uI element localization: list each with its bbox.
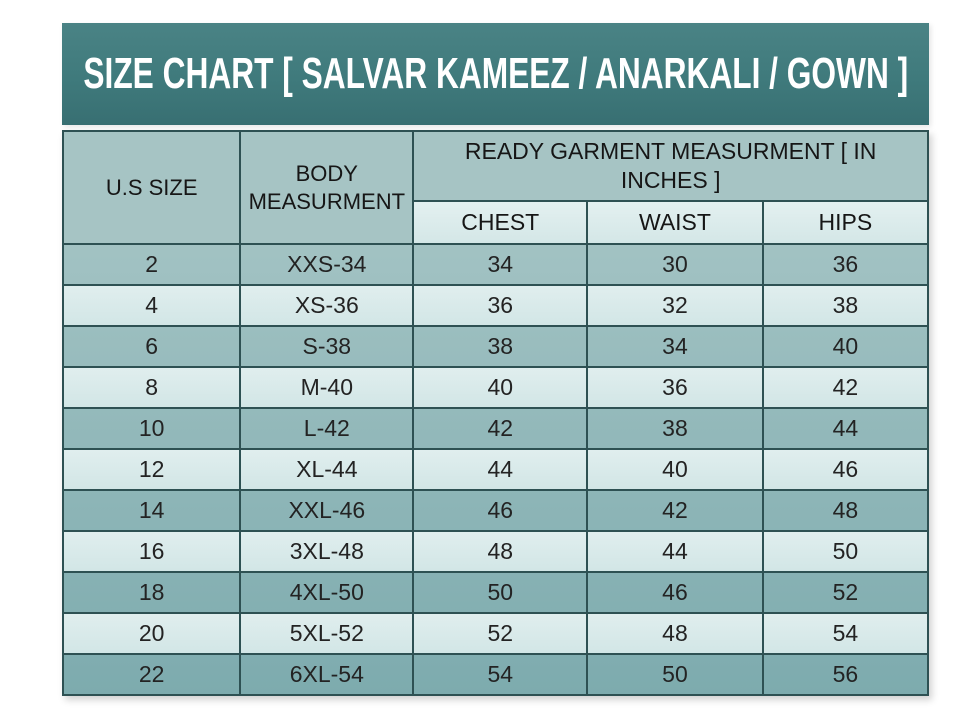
table-cell: 46 [586, 571, 764, 614]
table-cell: 50 [586, 653, 764, 696]
table-cell: 48 [586, 612, 764, 655]
table-cell: 54 [412, 653, 589, 696]
table-cell: 46 [761, 448, 930, 491]
col-header-ready-garment-group: READY GARMENT MEASURMENT [ IN INCHES ] [412, 130, 929, 202]
table-cell: 50 [412, 571, 589, 614]
size-chart: SIZE CHART [ SALVAR KAMEEZ / ANARKALI / … [61, 23, 930, 696]
table-cell: 54 [761, 612, 930, 655]
table-row: 2 XXS-34 34 30 36 [61, 243, 930, 286]
table-cell: 40 [761, 325, 930, 368]
table-cell: 30 [586, 243, 764, 286]
table-cell: 42 [412, 407, 589, 450]
table-header: U.S SIZE BODY MEASURMENT READY GARMENT M… [61, 130, 930, 245]
chart-title-band: SIZE CHART [ SALVAR KAMEEZ / ANARKALI / … [62, 23, 929, 125]
table-cell: 56 [761, 653, 930, 696]
table-cell: 48 [412, 530, 589, 573]
table-cell: L-42 [239, 407, 415, 450]
table-cell: 40 [586, 448, 764, 491]
table-cell: 14 [61, 489, 242, 532]
col-header-us-size: U.S SIZE [61, 130, 242, 245]
table-cell: 50 [761, 530, 930, 573]
table-row: 8 M-40 40 36 42 [61, 366, 930, 409]
table-row: 10 L-42 42 38 44 [61, 407, 930, 450]
table-row: 6 S-38 38 34 40 [61, 325, 930, 368]
table-cell: 40 [412, 366, 589, 409]
table-row: 14 XXL-46 46 42 48 [61, 489, 930, 532]
table-cell: 12 [61, 448, 242, 491]
chart-title: SIZE CHART [ SALVAR KAMEEZ / ANARKALI / … [83, 49, 908, 98]
table-row: 20 5XL-52 52 48 54 [61, 612, 930, 655]
table-cell: 4XL-50 [239, 571, 415, 614]
table-cell: 34 [586, 325, 764, 368]
table-cell: 46 [412, 489, 589, 532]
table-cell: 36 [586, 366, 764, 409]
size-table: U.S SIZE BODY MEASURMENT READY GARMENT M… [61, 130, 930, 696]
table-cell: 44 [761, 407, 930, 450]
table-cell: 48 [761, 489, 930, 532]
col-header-waist: WAIST [586, 200, 764, 245]
table-cell: 38 [412, 325, 589, 368]
table-cell: XS-36 [239, 284, 415, 327]
table-cell: 2 [61, 243, 242, 286]
table-cell: 42 [761, 366, 930, 409]
table-cell: 3XL-48 [239, 530, 415, 573]
table-cell: 6 [61, 325, 242, 368]
table-cell: XL-44 [239, 448, 415, 491]
table-cell: 6XL-54 [239, 653, 415, 696]
table-cell: XXL-46 [239, 489, 415, 532]
table-cell: 44 [412, 448, 589, 491]
table-cell: S-38 [239, 325, 415, 368]
table-cell: 52 [412, 612, 589, 655]
table-body: 2 XXS-34 34 30 36 4 XS-36 36 32 38 6 S-38 38 34 40 8 M-4… [61, 243, 930, 696]
table-cell: M-40 [239, 366, 415, 409]
col-header-body-measurement: BODY MEASURMENT [239, 130, 415, 245]
table-cell: 44 [586, 530, 764, 573]
table-cell: XXS-34 [239, 243, 415, 286]
table-cell: 16 [61, 530, 242, 573]
table-cell: 38 [586, 407, 764, 450]
table-cell: 4 [61, 284, 242, 327]
table-cell: 5XL-52 [239, 612, 415, 655]
table-cell: 38 [761, 284, 930, 327]
table-cell: 36 [761, 243, 930, 286]
table-cell: 36 [412, 284, 589, 327]
table-cell: 22 [61, 653, 242, 696]
table-cell: 52 [761, 571, 930, 614]
table-row: 18 4XL-50 50 46 52 [61, 571, 930, 614]
table-row: 4 XS-36 36 32 38 [61, 284, 930, 327]
table-row: 12 XL-44 44 40 46 [61, 448, 930, 491]
table-cell: 8 [61, 366, 242, 409]
table-cell: 42 [586, 489, 764, 532]
table-cell: 34 [412, 243, 589, 286]
table-cell: 32 [586, 284, 764, 327]
table-cell: 20 [61, 612, 242, 655]
col-header-hips: HIPS [761, 200, 930, 245]
table-row: 16 3XL-48 48 44 50 [61, 530, 930, 573]
table-row: 22 6XL-54 54 50 56 [61, 653, 930, 696]
table-cell: 10 [61, 407, 242, 450]
table-cell: 18 [61, 571, 242, 614]
col-header-chest: CHEST [412, 200, 589, 245]
